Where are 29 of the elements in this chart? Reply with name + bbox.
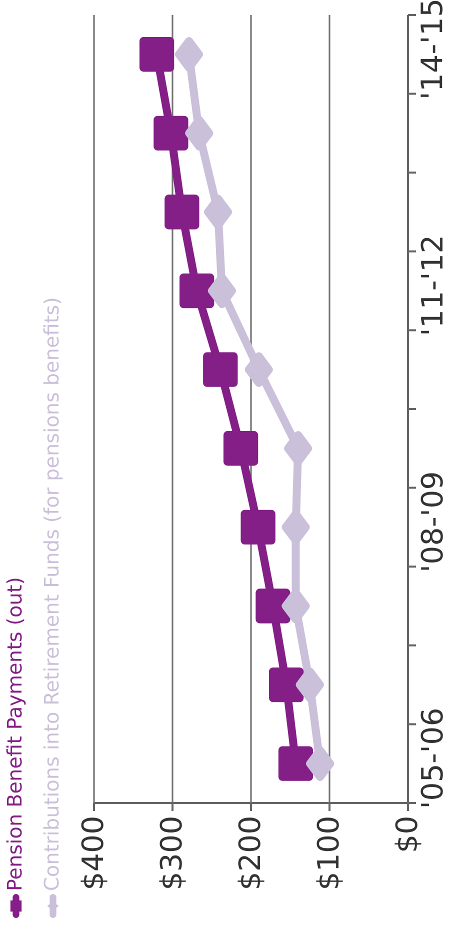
point: [256, 588, 290, 624]
point: [240, 510, 276, 545]
point: [223, 431, 258, 466]
point: [164, 194, 200, 230]
point: [208, 273, 236, 308]
point: [174, 37, 203, 72]
point: [204, 194, 232, 230]
y-tick-label: '05-'06: [420, 709, 443, 806]
point: [180, 273, 214, 308]
y-tick-label: '08-'09: [420, 473, 443, 570]
point: [278, 746, 314, 781]
point: [154, 116, 188, 151]
y-tick-label: '11-'12: [420, 238, 442, 334]
point: [139, 37, 174, 72]
x-tick-label: $400: [80, 818, 108, 888]
x-tick-label: $100: [316, 818, 343, 888]
x-tick-label: $200: [238, 818, 264, 888]
point: [203, 352, 238, 387]
point: [284, 431, 312, 466]
point: [306, 746, 334, 781]
y-tick-label: '14-'15: [420, 0, 443, 97]
text: Contributions into Retirement Funds (for pensions benefits): [43, 298, 63, 890]
point: [268, 667, 304, 702]
point: [185, 116, 214, 151]
point: [244, 352, 273, 387]
x-tick-label: $300: [159, 818, 186, 888]
text: Pension Benefit Payments (out): [6, 578, 26, 890]
point: [296, 667, 324, 702]
x-tick-label: $0: [394, 818, 422, 851]
